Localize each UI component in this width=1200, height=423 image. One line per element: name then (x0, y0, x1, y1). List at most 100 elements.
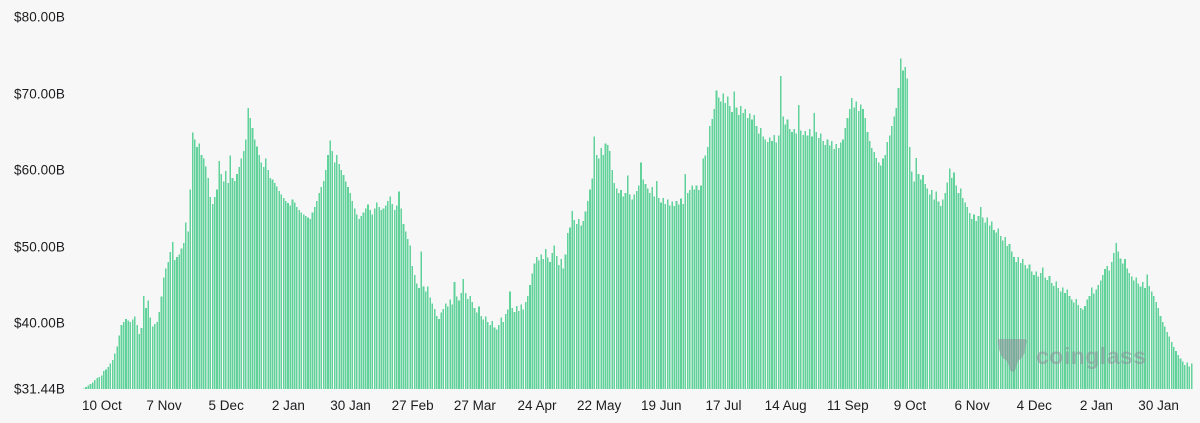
bar[interactable] (926, 188, 929, 389)
bar[interactable] (644, 184, 647, 389)
bar[interactable] (422, 286, 425, 389)
bar[interactable] (824, 144, 827, 389)
bar[interactable] (933, 199, 935, 389)
bar[interactable] (715, 90, 718, 389)
bar[interactable] (999, 236, 1002, 389)
bar[interactable] (631, 199, 633, 389)
bar[interactable] (302, 214, 305, 389)
bar[interactable] (300, 212, 303, 389)
bar[interactable] (646, 188, 649, 389)
bar[interactable] (797, 105, 800, 389)
bar[interactable] (1161, 321, 1164, 389)
bar[interactable] (136, 324, 138, 389)
bar[interactable] (429, 297, 431, 389)
bar[interactable] (706, 147, 709, 389)
bar[interactable] (884, 154, 887, 389)
bar[interactable] (402, 223, 405, 389)
bar[interactable] (527, 295, 529, 389)
bar[interactable] (842, 139, 844, 389)
bar[interactable] (735, 107, 738, 390)
bar[interactable] (318, 193, 320, 389)
bar[interactable] (182, 242, 185, 389)
bar[interactable] (176, 256, 178, 389)
bar[interactable] (948, 168, 951, 389)
bar[interactable] (720, 101, 722, 390)
bar[interactable] (1070, 299, 1073, 389)
bar[interactable] (451, 304, 454, 389)
bar[interactable] (291, 199, 294, 389)
bar[interactable] (109, 363, 112, 389)
bar[interactable] (1188, 366, 1191, 389)
bar[interactable] (131, 319, 134, 389)
bar[interactable] (285, 200, 287, 389)
bar[interactable] (256, 146, 258, 389)
bar[interactable] (666, 199, 669, 389)
bar[interactable] (213, 197, 216, 389)
bar[interactable] (158, 311, 161, 389)
bar[interactable] (1015, 262, 1017, 389)
bar[interactable] (1099, 280, 1102, 389)
bar[interactable] (129, 321, 132, 389)
bar[interactable] (400, 208, 403, 389)
bar[interactable] (540, 254, 542, 389)
bar[interactable] (860, 104, 862, 389)
bar[interactable] (804, 131, 807, 389)
bar[interactable] (489, 324, 491, 389)
bar[interactable] (886, 141, 889, 389)
bar[interactable] (278, 190, 280, 389)
bar[interactable] (764, 139, 767, 389)
bar[interactable] (780, 75, 782, 390)
bar[interactable] (180, 248, 183, 389)
bar[interactable] (879, 165, 882, 389)
bar[interactable] (793, 128, 795, 389)
bar[interactable] (575, 223, 578, 389)
bar[interactable] (751, 119, 753, 390)
bar[interactable] (822, 141, 824, 389)
bar[interactable] (664, 203, 667, 389)
bar[interactable] (311, 212, 314, 389)
bar[interactable] (320, 187, 323, 389)
bar[interactable] (533, 263, 536, 389)
bar[interactable] (677, 204, 680, 389)
bar[interactable] (815, 131, 818, 389)
bar[interactable] (624, 193, 627, 389)
bar[interactable] (142, 295, 145, 389)
bar[interactable] (1079, 308, 1082, 389)
bar[interactable] (344, 181, 347, 389)
bar[interactable] (755, 125, 758, 389)
bar[interactable] (149, 317, 152, 389)
bar[interactable] (673, 206, 676, 389)
bar[interactable] (762, 136, 764, 389)
bar[interactable] (1104, 269, 1106, 389)
bar[interactable] (955, 185, 958, 389)
bar[interactable] (546, 257, 549, 389)
bar[interactable] (680, 198, 682, 389)
bar[interactable] (700, 185, 702, 389)
bar[interactable] (313, 206, 316, 389)
bar[interactable] (196, 147, 198, 389)
bar[interactable] (151, 326, 154, 389)
bar[interactable] (376, 202, 378, 389)
bar[interactable] (558, 265, 560, 389)
bar[interactable] (194, 139, 196, 389)
bar[interactable] (693, 189, 696, 389)
bar[interactable] (1170, 341, 1173, 389)
bar[interactable] (866, 131, 869, 389)
bar[interactable] (134, 316, 136, 389)
bar[interactable] (620, 190, 622, 389)
bar[interactable] (240, 158, 243, 389)
bar[interactable] (287, 203, 289, 389)
bar[interactable] (802, 134, 804, 389)
bar[interactable] (416, 283, 418, 389)
bar[interactable] (1035, 271, 1037, 389)
bar[interactable] (551, 252, 554, 389)
bar[interactable] (800, 130, 802, 389)
bar[interactable] (251, 128, 254, 389)
bar[interactable] (147, 300, 149, 389)
bar[interactable] (105, 369, 107, 389)
bar[interactable] (229, 155, 232, 389)
bar[interactable] (471, 301, 474, 389)
bar[interactable] (404, 231, 407, 390)
bar[interactable] (777, 135, 780, 389)
bar[interactable] (1184, 364, 1186, 389)
